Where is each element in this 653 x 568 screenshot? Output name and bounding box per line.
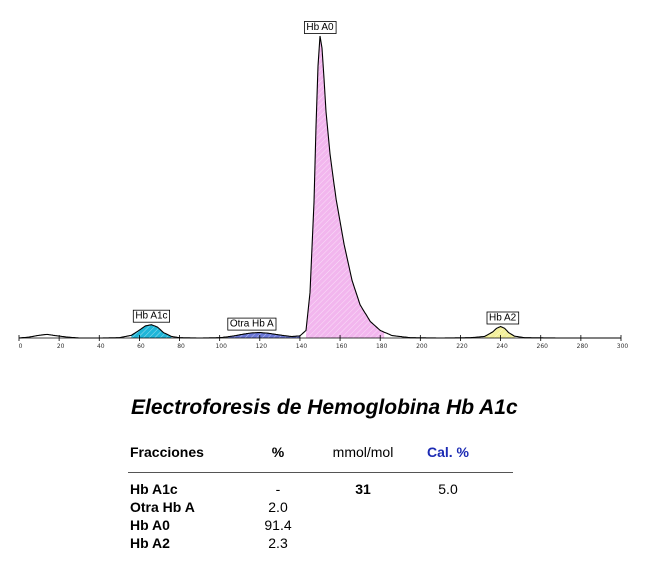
- row-name: Hb A1c: [130, 481, 178, 497]
- x-tick-label: 80: [177, 343, 185, 350]
- x-tick-label: 100: [215, 343, 227, 350]
- peak-label-box: [227, 317, 277, 331]
- table-row: Hb A1c - 31 5.0: [128, 481, 513, 499]
- x-tick-label: 60: [137, 343, 145, 350]
- x-tick-label: 20: [57, 343, 65, 350]
- x-tick-label: 300: [617, 343, 629, 350]
- x-tick-label: 0: [19, 343, 23, 350]
- row-name: Otra Hb A: [130, 499, 195, 515]
- table-header: Fracciones % mmol/mol Cal. %: [128, 440, 513, 473]
- peak-label: Hb A1c: [132, 309, 171, 323]
- header-percent: %: [271, 444, 285, 460]
- table-row: Otra Hb A 2.0: [128, 499, 513, 517]
- table-row: Hb A2 2.3: [128, 535, 513, 553]
- x-tick-label: 140: [296, 343, 308, 350]
- fraction-hatch: [484, 326, 515, 338]
- peak-label-text: Hb A0: [306, 22, 334, 33]
- report-title: Electroforesis de Hemoglobina Hb A1c: [131, 396, 518, 419]
- peak-label-text: Hb A1c: [135, 311, 167, 322]
- row-name: Hb A2: [130, 535, 170, 551]
- x-tick-label: 220: [456, 343, 468, 350]
- x-tick-label: 160: [336, 343, 348, 350]
- peak-label: Hb A0: [303, 21, 337, 34]
- fraction-fills: [131, 36, 515, 338]
- row-pct: 2.3: [268, 535, 288, 551]
- x-tick-label: 260: [537, 343, 549, 350]
- peak-label-text: Otra Hb A: [230, 319, 274, 330]
- x-tick-label: 280: [577, 343, 589, 350]
- row-cal: 5.0: [438, 481, 458, 497]
- fraction-hatch: [131, 324, 172, 338]
- x-tick-label: 200: [416, 343, 428, 350]
- electrophoresis-chart: 0 20 40 60 80 100 120 140 160 180 200 220 240 260 280 3…: [19, 21, 629, 350]
- header-mmol: mmol/mol: [332, 444, 394, 460]
- peak-label: Otra Hb A: [227, 317, 277, 331]
- row-mmol: 31: [355, 481, 371, 497]
- peak-label-box: [132, 309, 171, 323]
- x-tick-label: 180: [376, 343, 388, 350]
- row-pct: 2.0: [268, 499, 288, 515]
- row-pct: -: [275, 481, 281, 497]
- x-axis-ticks: 0 20 40 60 80 100 120 140 160 180 200 220 240 260 280 3…: [19, 335, 629, 350]
- x-tick-label: 40: [97, 343, 105, 350]
- peak-label-box: [303, 21, 337, 34]
- header-cal: Cal. %: [426, 444, 469, 460]
- peak-label-box: [486, 311, 520, 325]
- x-tick-label: 240: [496, 343, 508, 350]
- peak-label-text: Hb A2: [489, 313, 517, 324]
- fraction-labels: Hb A1c Otra Hb A Hb A0 Hb A2: [132, 21, 520, 331]
- row-pct: 91.4: [264, 517, 292, 533]
- row-name: Hb A0: [130, 517, 170, 533]
- fractions-table: Fracciones % mmol/mol Cal. % Hb A1c - 31…: [128, 440, 513, 553]
- table-row: Hb A0 91.4: [128, 517, 513, 535]
- x-tick-label: 120: [256, 343, 268, 350]
- peak-label: Hb A2: [486, 311, 520, 325]
- header-fracciones: Fracciones: [130, 444, 204, 460]
